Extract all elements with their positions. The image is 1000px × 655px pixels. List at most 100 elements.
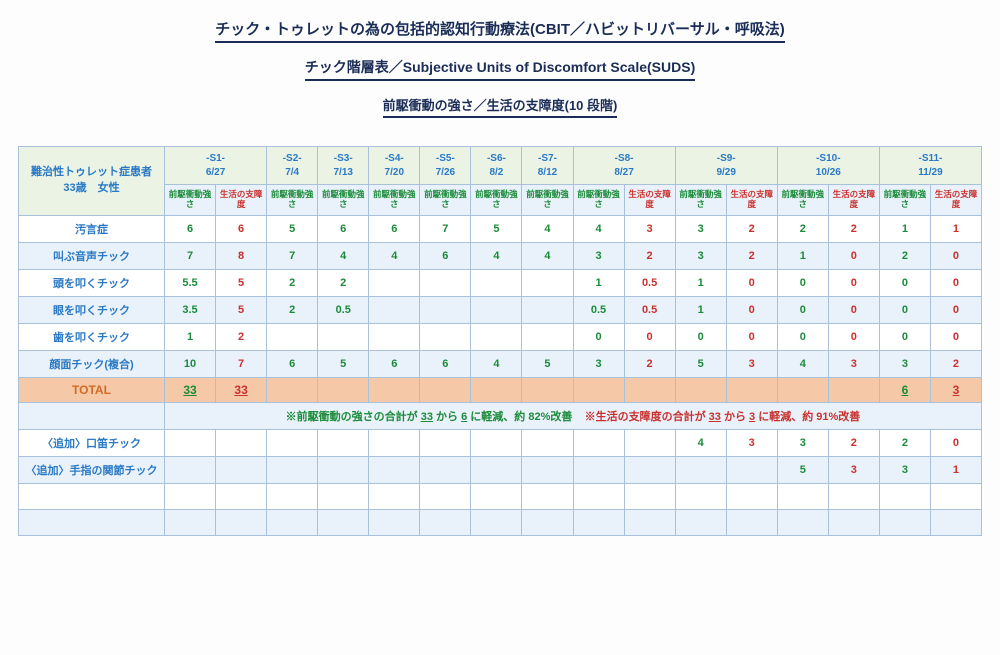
subhead-pre: 前駆衝動強さ <box>165 185 216 216</box>
cell: 3 <box>573 242 624 269</box>
cell <box>420 269 471 296</box>
row-label: 眼を叩くチック <box>19 296 165 323</box>
cell: 0 <box>828 296 879 323</box>
total-cell: 3 <box>930 377 981 402</box>
table-row: 汚言症 6 6 5 6 6 7 5 4 4 3 3 2 2 2 1 1 <box>19 215 982 242</box>
cell: 2 <box>930 350 981 377</box>
cell: 4 <box>675 429 726 456</box>
cell: 6 <box>369 215 420 242</box>
subhead-life: 生活の支障度 <box>216 185 267 216</box>
session-s7: -S7-8/12 <box>522 147 573 185</box>
cell: 0 <box>828 323 879 350</box>
cell: 0 <box>879 269 930 296</box>
table-row: 顔面チック(複合) 10 7 6 5 6 6 4 5 3 2 5 3 4 3 3… <box>19 350 982 377</box>
cell: 6 <box>420 350 471 377</box>
cell: 1 <box>879 215 930 242</box>
cell: 1 <box>930 456 981 483</box>
subhead-pre: 前駆衝動強さ <box>318 185 369 216</box>
title-2: チック階層表／Subjective Units of Discomfort Sc… <box>305 57 696 81</box>
cell <box>420 296 471 323</box>
session-s5: -S5-7/26 <box>420 147 471 185</box>
cell: 0 <box>828 269 879 296</box>
cell: 8 <box>216 242 267 269</box>
cell: 3 <box>879 456 930 483</box>
cell: 3 <box>828 456 879 483</box>
cell: 0 <box>930 323 981 350</box>
cell <box>522 323 573 350</box>
sum-pre-prefix: ※前駆衝動の強さの合計が <box>286 411 418 423</box>
cell: 0 <box>777 296 828 323</box>
cell: 3 <box>726 350 777 377</box>
cell: 2 <box>777 215 828 242</box>
cell: 6 <box>165 215 216 242</box>
cell: 6 <box>216 215 267 242</box>
total-cell: 33 <box>165 377 216 402</box>
summary-row: ※前駆衝動の強さの合計が 33 から 6 に軽減、約 82%改善 ※生活の支障度… <box>19 402 982 429</box>
subhead-life: 生活の支障度 <box>726 185 777 216</box>
cell: 2 <box>726 215 777 242</box>
total-cell: 6 <box>879 377 930 402</box>
empty-row <box>19 509 982 535</box>
cell <box>522 269 573 296</box>
summary-cell: ※前駆衝動の強さの合計が 33 から 6 に軽減、約 82%改善 ※生活の支障度… <box>165 402 982 429</box>
cell: 0 <box>573 323 624 350</box>
cell <box>318 323 369 350</box>
cell: 0 <box>777 269 828 296</box>
cell: 1 <box>930 215 981 242</box>
cell: 0 <box>930 429 981 456</box>
subhead-life: 生活の支障度 <box>624 185 675 216</box>
subhead-pre: 前駆衝動強さ <box>369 185 420 216</box>
sum-life-suffix: に軽減、約 91%改善 <box>758 411 860 423</box>
cell: 4 <box>522 242 573 269</box>
cell <box>369 269 420 296</box>
table-row: 歯を叩くチック 1 2 0 0 0 0 0 0 0 0 <box>19 323 982 350</box>
table-row: 〈追加〉手指の関節チック 5 3 3 1 <box>19 456 982 483</box>
cell: 2 <box>216 323 267 350</box>
cell: 5 <box>216 269 267 296</box>
cell: 0 <box>930 296 981 323</box>
cell: 3 <box>726 429 777 456</box>
cell: 3 <box>675 215 726 242</box>
cell: 5 <box>777 456 828 483</box>
cell: 6 <box>369 350 420 377</box>
cell: 1 <box>675 269 726 296</box>
subhead-life: 生活の支障度 <box>828 185 879 216</box>
cell: 7 <box>216 350 267 377</box>
cell <box>420 323 471 350</box>
cell: 5.5 <box>165 269 216 296</box>
subhead-pre: 前駆衝動強さ <box>522 185 573 216</box>
session-s11: -S11-11/29 <box>879 147 981 185</box>
row-label: 叫ぶ音声チック <box>19 242 165 269</box>
cell <box>369 296 420 323</box>
sum-life-prefix: ※生活の支障度の合計が <box>585 411 706 423</box>
cell: 0 <box>726 296 777 323</box>
session-s8: -S8-8/27 <box>573 147 675 185</box>
patient-line1: 難治性トゥレット症患者 <box>31 166 152 178</box>
cell: 4 <box>573 215 624 242</box>
table-row: 叫ぶ音声チック 7 8 7 4 4 6 4 4 3 2 3 2 1 0 2 0 <box>19 242 982 269</box>
cell: 3 <box>879 350 930 377</box>
cell: 6 <box>318 215 369 242</box>
cell: 2 <box>624 242 675 269</box>
cell: 4 <box>471 350 522 377</box>
row-label: 頭を叩くチック <box>19 269 165 296</box>
cell: 5 <box>216 296 267 323</box>
cell: 6 <box>420 242 471 269</box>
row-label: 〈追加〉手指の関節チック <box>19 456 165 483</box>
suds-table: 難治性トゥレット症患者 33歳 女性 -S1-6/27 -S2-7/4 -S3-… <box>18 146 982 536</box>
cell: 2 <box>828 429 879 456</box>
session-s3: -S3-7/13 <box>318 147 369 185</box>
subhead-pre: 前駆衝動強さ <box>420 185 471 216</box>
table-row: 眼を叩くチック 3.5 5 2 0.5 0.5 0.5 1 0 0 0 0 0 <box>19 296 982 323</box>
row-label: 汚言症 <box>19 215 165 242</box>
patient-line2: 33歳 女性 <box>63 182 119 194</box>
cell: 3 <box>573 350 624 377</box>
cell: 0 <box>930 269 981 296</box>
cell: 0 <box>726 269 777 296</box>
sum-pre-to: 6 <box>461 411 467 423</box>
cell: 0.5 <box>624 296 675 323</box>
cell: 0.5 <box>624 269 675 296</box>
patient-header: 難治性トゥレット症患者 33歳 女性 <box>19 147 165 216</box>
sum-life-from: 33 <box>709 411 721 423</box>
sum-pre-mid: から <box>436 411 458 423</box>
